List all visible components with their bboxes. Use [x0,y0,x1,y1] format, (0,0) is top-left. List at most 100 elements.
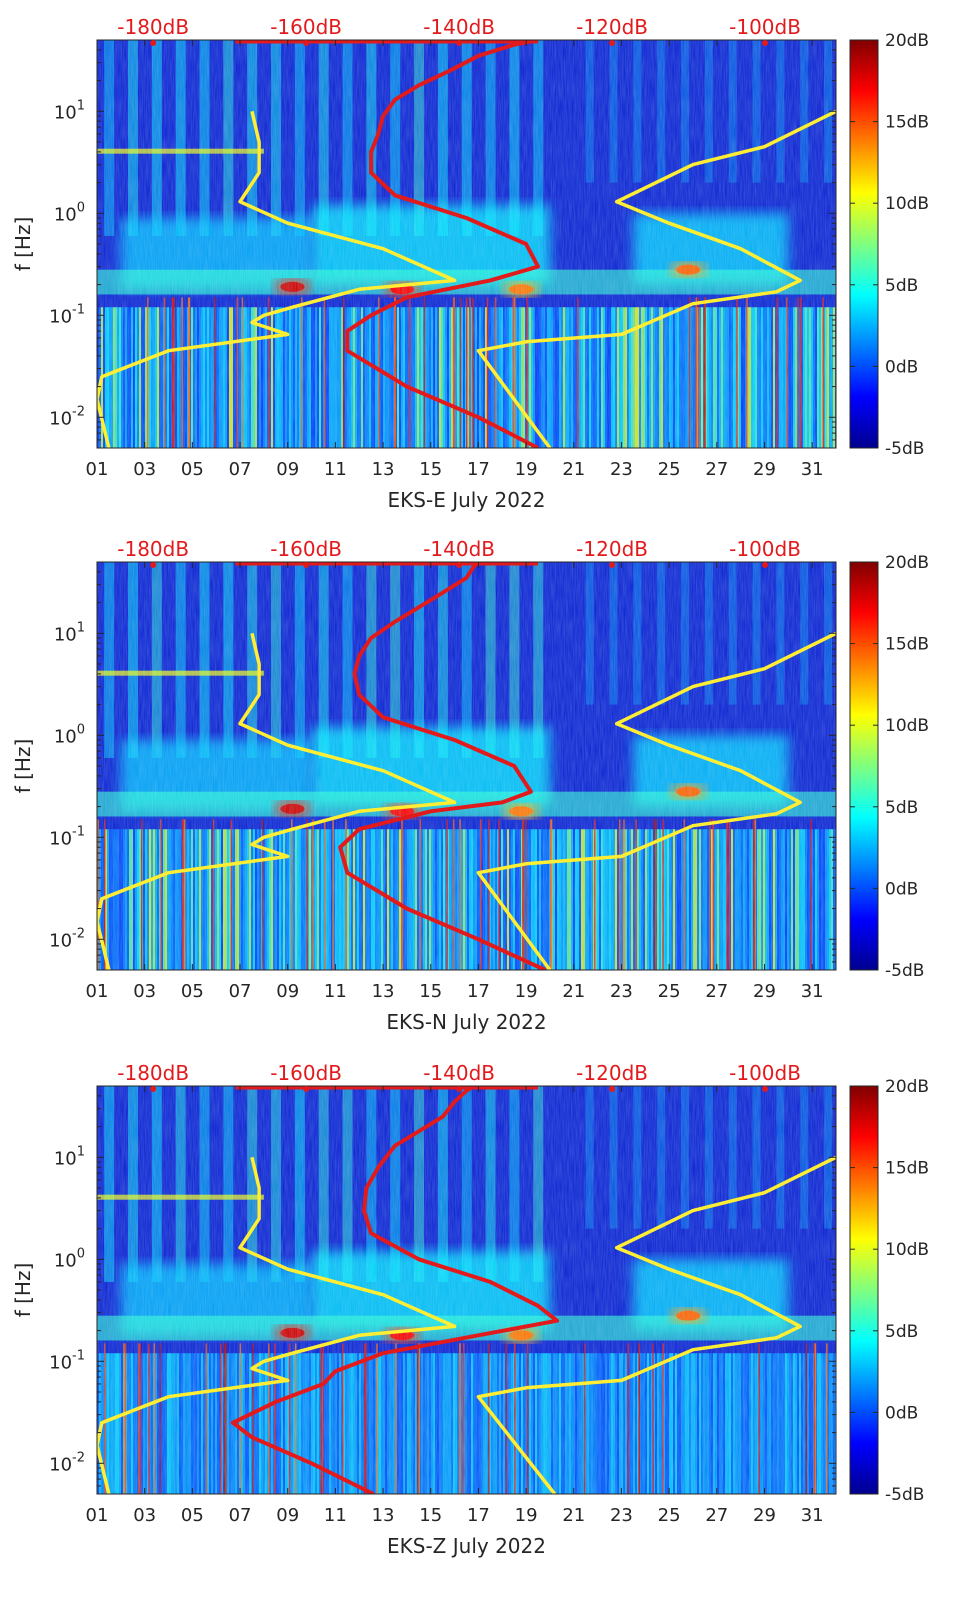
yellow-curve-right-eks-z [476,1155,836,1494]
colorbar-tick-label: 0dB [885,1403,918,1423]
yellow-curve-right-eks-e [476,109,836,448]
x-tick-label: 13 [372,981,395,1002]
colorbar-tick-label: 15dB [885,635,929,655]
colorbar [849,39,879,449]
x-tick-label: 19 [515,459,538,480]
y-tick-label: 101 [54,1144,85,1169]
top-db-label: -120dB [576,1061,648,1085]
top-db-label: -100dB [729,15,801,39]
x-tick-label: 31 [801,1505,824,1526]
y-tick-label: 10-1 [49,824,85,849]
x-tick-label: 11 [324,459,347,480]
yellow-curve-eks-z [97,1156,457,1494]
top-db-label: -160dB [270,537,342,561]
x-tick-label: 15 [419,1505,442,1526]
x-tick-label: 17 [467,981,490,1002]
top-db-label: -140dB [423,1061,495,1085]
x-tick-label: 07 [229,1505,252,1526]
x-axis-label: EKS-Z July 2022 [387,1534,546,1558]
x-axis-label: EKS-E July 2022 [388,488,546,512]
y-axis-label: f [Hz] [11,739,35,794]
x-tick-label: 25 [658,981,681,1002]
x-tick-label: 07 [229,459,252,480]
x-tick-label: 09 [276,459,299,480]
y-tick-label: 100 [54,722,85,747]
y-tick-label: 100 [54,1246,85,1271]
colorbar-tick-label: 20dB [885,31,929,51]
x-tick-label: 21 [562,981,585,1002]
x-tick-label: 27 [705,981,728,1002]
x-tick-label: 01 [86,981,109,1002]
x-tick-label: 11 [324,981,347,1002]
x-tick-label: 19 [515,1505,538,1526]
spectrogram-panel-eks-e: 01 03 05 07 09 11 13 15 17 19 21 23 25 27 29 31 10-2 10-1… [11,15,929,512]
x-tick-label: 29 [753,981,776,1002]
colorbar [849,1085,879,1495]
top-db-label: -160dB [270,1061,342,1085]
colorbar-tick-label: 5dB [885,276,918,296]
top-db-label: -180dB [117,1061,189,1085]
x-tick-label: 23 [610,981,633,1002]
y-tick-label: 100 [54,200,85,225]
x-tick-label: 21 [562,1505,585,1526]
y-tick-label: 10-2 [49,926,85,951]
spectrogram-panel-eks-n: 01 03 05 07 09 11 13 15 17 19 21 23 25 27 29 31 10-2 10-1… [11,537,929,1034]
x-tick-label: 05 [181,459,204,480]
y-tick-label: 101 [54,620,85,645]
x-tick-label: 13 [372,1505,395,1526]
colorbar-tick-label: 5dB [885,1322,918,1342]
x-axis-label: EKS-N July 2022 [386,1010,546,1034]
spectrogram-image [97,40,836,448]
x-tick-label: 03 [133,1505,156,1526]
x-tick-label: 17 [467,1505,490,1526]
x-tick-label: 21 [562,459,585,480]
x-tick-label: 29 [753,459,776,480]
colorbar-tick-label: 10dB [885,716,929,736]
x-tick-label: 17 [467,459,490,480]
colorbar-tick-label: 0dB [885,357,918,377]
colorbar-tick-label: 0dB [885,879,918,899]
yellow-curve-right-eks-n [476,631,836,970]
colorbar-tick-label: 5dB [885,798,918,818]
x-tick-label: 15 [419,981,442,1002]
top-db-label: -140dB [423,537,495,561]
x-tick-label: 15 [419,459,442,480]
top-db-label: -160dB [270,15,342,39]
colorbar-tick-label: 15dB [885,113,929,133]
x-tick-label: 25 [658,459,681,480]
x-tick-label: 25 [658,1505,681,1526]
x-tick-label: 03 [133,981,156,1002]
y-axis-label: f [Hz] [11,1263,35,1318]
y-tick-label: 10-1 [49,1348,85,1373]
x-tick-label: 27 [705,459,728,480]
top-db-label: -100dB [729,537,801,561]
colorbar-tick-label: 10dB [885,194,929,214]
x-tick-label: 13 [372,459,395,480]
x-tick-label: 11 [324,1505,347,1526]
y-axis-label: f [Hz] [11,217,35,272]
colorbar-tick-label: -5dB [885,1485,924,1505]
colorbar-tick-label: 20dB [885,553,929,573]
x-tick-label: 09 [276,1505,299,1526]
red-curve-eks-n [338,562,547,970]
x-tick-label: 27 [705,1505,728,1526]
red-curve-eks-z [230,1086,560,1494]
x-tick-label: 01 [86,459,109,480]
colorbar-tick-label: 20dB [885,1077,929,1097]
colorbar-tick-label: 10dB [885,1240,929,1260]
yellow-curve-eks-n [97,632,457,970]
top-db-label: -180dB [117,15,189,39]
spectrogram-panel-eks-z: 01 03 05 07 09 11 13 15 17 19 21 23 25 27 29 31 10-2 10-1… [11,1061,929,1558]
colorbar-tick-label: -5dB [885,961,924,981]
top-db-label: -180dB [117,537,189,561]
x-tick-label: 03 [133,459,156,480]
x-tick-label: 31 [801,981,824,1002]
spectrogram-image [97,1086,836,1494]
red-curve-eks-e [345,40,540,448]
top-db-label: -120dB [576,537,648,561]
top-db-label: -140dB [423,15,495,39]
colorbar-tick-label: 15dB [885,1159,929,1179]
x-tick-label: 23 [610,1505,633,1526]
x-tick-label: 07 [229,981,252,1002]
